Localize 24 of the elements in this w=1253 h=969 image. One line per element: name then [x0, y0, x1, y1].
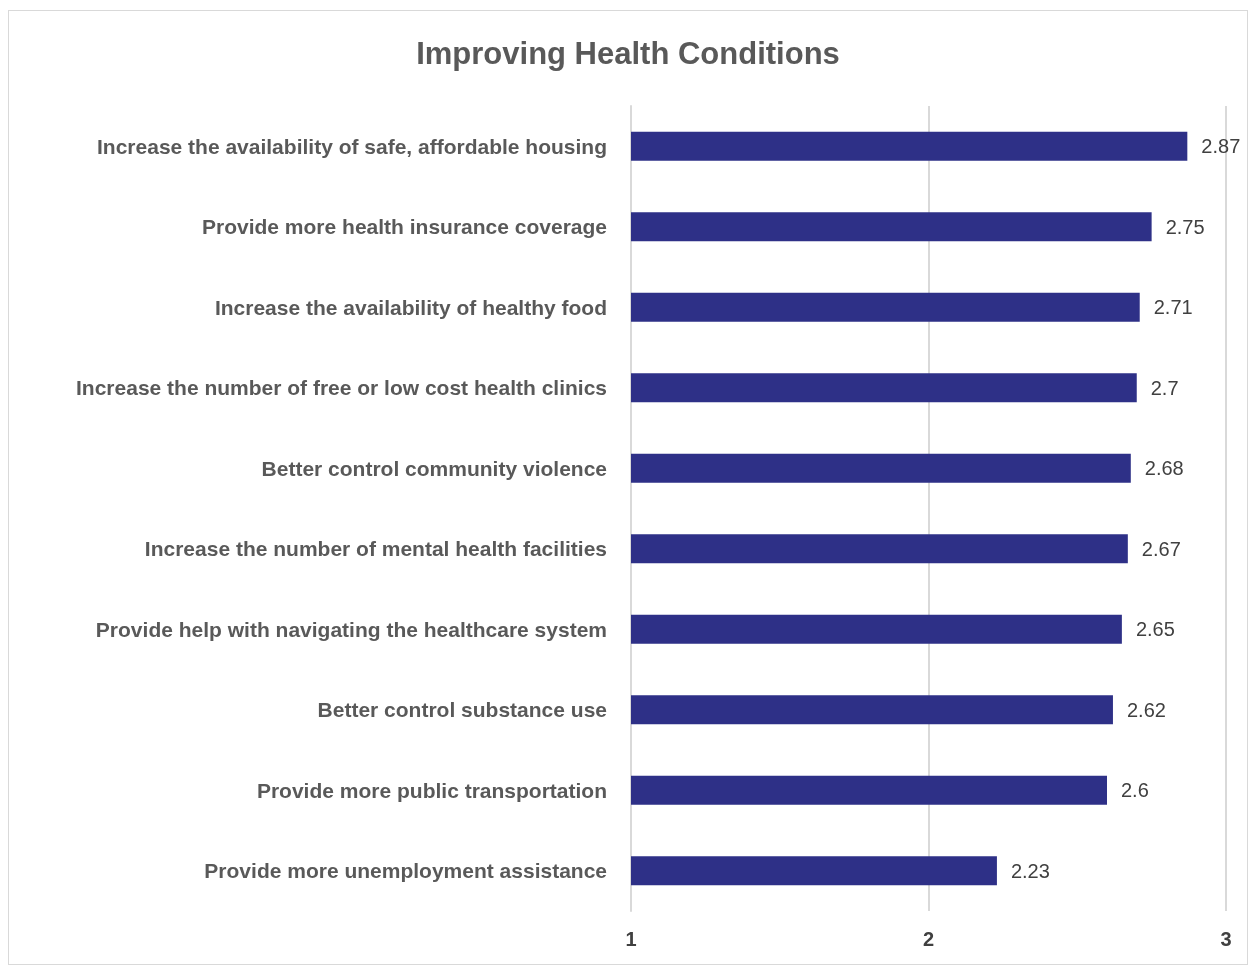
y-tick-label: Increase the number of mental health facilities [144, 537, 607, 561]
data-label: 2.6 [1121, 779, 1149, 802]
y-tick-label: Increase the availability of safe, affordable housing [97, 134, 607, 158]
chart-title: Improving Health Conditions [416, 36, 840, 71]
y-tick-label: Increase the availability of healthy food [214, 295, 607, 319]
y-tick-label: Better control substance use [317, 698, 607, 722]
data-label: 2.62 [1126, 698, 1166, 721]
y-tick-label: Provide more public transportation [256, 778, 607, 802]
data-label: 2.68 [1144, 457, 1184, 480]
data-label: 2.23 [1010, 859, 1050, 882]
x-tick-label: 3 [1220, 928, 1232, 950]
y-tick-label: Better control community violence [261, 456, 607, 480]
x-tick-label: 2 [922, 928, 935, 950]
data-label: 2.75 [1165, 215, 1205, 238]
y-tick-label: Provide help with navigating the healthcare system [95, 617, 607, 641]
data-label: 2.7 [1150, 376, 1179, 399]
y-tick-label: Increase the number of free or low cost health clinics [76, 376, 607, 400]
y-tick-label: Provide more health insurance coverage [202, 215, 607, 239]
y-tick-label: Provide more unemployment assistance [204, 859, 607, 883]
x-tick-label: 1 [625, 928, 637, 950]
data-label: 2.67 [1141, 537, 1181, 560]
data-label: 2.65 [1135, 618, 1175, 641]
data-label: 2.87 [1201, 135, 1241, 158]
data-label: 2.71 [1153, 296, 1193, 319]
